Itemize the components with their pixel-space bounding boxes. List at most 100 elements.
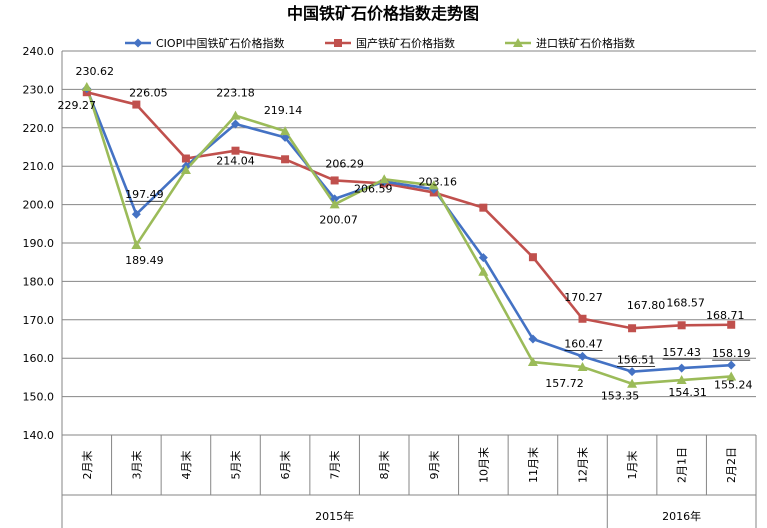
legend-label: 进口铁矿石价格指数 <box>536 36 635 50</box>
x-category-label: 9月末 <box>427 451 441 480</box>
data-point-marker <box>578 314 587 323</box>
data-point-marker <box>281 155 290 164</box>
data-point-marker <box>479 203 488 212</box>
data-point-marker <box>131 239 142 249</box>
y-tick-label: 150.0 <box>23 391 55 404</box>
data-point-marker <box>528 253 537 262</box>
gridlines <box>62 50 756 398</box>
data-label: 219.14 <box>264 104 303 117</box>
data-point-marker <box>280 132 290 142</box>
data-point-marker <box>478 253 488 263</box>
data-point-marker <box>180 165 191 175</box>
x-category-label: 2月1日 <box>676 447 689 483</box>
y-tick-label: 160.0 <box>23 352 55 365</box>
data-label: 155.24 <box>714 378 753 391</box>
x-category-label: 10月末 <box>476 447 490 483</box>
data-point-marker <box>726 371 737 381</box>
data-point-marker <box>231 119 240 129</box>
data-point-marker <box>330 194 340 204</box>
y-tick-label: 210.0 <box>23 160 55 173</box>
x-category-label: 2月末 <box>80 451 94 480</box>
data-point-marker <box>577 361 588 371</box>
legend-label: CIOPI中国铁矿石价格指数 <box>156 36 284 50</box>
data-point-marker <box>628 324 637 333</box>
data-label: 203.16 <box>419 175 458 188</box>
data-point-marker <box>81 82 92 92</box>
data-label: 168.57 <box>666 296 705 309</box>
data-label: 189.49 <box>125 254 164 267</box>
x-category-label: 7月末 <box>328 451 342 480</box>
y-tick-label: 140.0 <box>23 429 55 442</box>
data-label: 157.43 <box>662 346 701 359</box>
y-tick-label: 240.0 <box>23 45 55 58</box>
data-label: 153.35 <box>601 390 640 403</box>
legend-marker <box>334 39 342 47</box>
legend: CIOPI中国铁矿石价格指数 国产铁矿石价格指数 进口铁矿石价格指数 <box>125 36 635 50</box>
data-point-marker <box>627 378 638 388</box>
x-category-label: 6月末 <box>278 451 292 480</box>
data-point-marker <box>478 266 489 276</box>
x-category-label: 5月末 <box>229 451 243 480</box>
data-point-marker <box>528 334 538 344</box>
x-category-label: 4月末 <box>179 451 193 480</box>
data-point-marker <box>727 320 736 329</box>
data-point-marker <box>230 110 241 120</box>
legend-label: 国产铁矿石价格指数 <box>356 36 455 50</box>
legend-marker <box>513 38 523 47</box>
data-point-marker <box>131 209 141 219</box>
data-point-marker <box>132 100 141 109</box>
x-category-label: 1月末 <box>625 451 639 480</box>
data-label: 223.18 <box>216 87 255 100</box>
series-lines <box>85 86 732 386</box>
series-line <box>85 86 732 386</box>
data-label: 156.51 <box>617 354 656 367</box>
data-label: 168.71 <box>706 309 745 322</box>
data-label: 154.31 <box>668 386 707 399</box>
y-tick-label: 170.0 <box>23 314 55 327</box>
data-label: 197.49 <box>125 188 164 201</box>
data-label: 206.59 <box>354 182 393 195</box>
y-tick-label: 190.0 <box>23 237 55 250</box>
chart-title: 中国铁矿石价格指数走势图 <box>287 4 479 23</box>
data-point-marker <box>181 154 190 163</box>
y-tick-label: 200.0 <box>23 199 55 212</box>
data-point-marker <box>677 321 686 330</box>
data-label: 214.04 <box>216 155 255 168</box>
data-label: 200.07 <box>319 213 358 226</box>
data-label: 160.47 <box>564 337 603 350</box>
series-markers <box>81 82 737 388</box>
data-label: 170.27 <box>564 291 603 304</box>
data-point-marker <box>527 357 538 367</box>
x-category-label: 3月末 <box>129 451 143 480</box>
data-point-marker <box>578 351 587 361</box>
data-label: 229.27 <box>58 99 97 112</box>
data-label: 167.80 <box>627 299 666 312</box>
axes <box>61 51 757 528</box>
year-group-label: 2016年 <box>662 509 701 523</box>
data-label: 158.19 <box>712 347 751 360</box>
data-label: 206.29 <box>325 157 364 170</box>
data-labels: 230.62 229.27 226.05 197.49 189.49 223.18 214.… <box>58 65 753 403</box>
year-group-label: 2015年 <box>315 509 354 523</box>
x-category-label: 11月末 <box>526 447 540 483</box>
data-point-marker <box>726 360 736 370</box>
y-tick-label: 220.0 <box>23 122 55 135</box>
data-point-marker <box>428 180 439 190</box>
data-point-marker <box>329 199 340 209</box>
data-point-marker <box>280 126 291 136</box>
y-tick-label: 180.0 <box>23 275 55 288</box>
y-tick-label: 230.0 <box>23 83 55 96</box>
x-axis-category-labels: 2月末 3月末 4月末 5月末 6月末 7月末 8月末 9月末 10月末 11月末 12月末 1月末 2… <box>80 447 738 483</box>
data-label: 230.62 <box>76 65 115 78</box>
data-label: 157.72 <box>545 377 584 390</box>
data-point-marker <box>627 367 637 377</box>
data-point-marker <box>677 363 687 373</box>
y-axis-tick-labels: 140.0 150.0 160.0 170.0 180.0 190.0 200.0 210.0… <box>23 45 55 442</box>
data-point-marker <box>330 176 339 185</box>
x-category-label: 8月末 <box>377 451 391 480</box>
legend-marker <box>133 38 143 48</box>
series-line <box>86 90 732 330</box>
x-category-label: 12月末 <box>576 447 590 483</box>
data-point-marker <box>676 375 687 385</box>
